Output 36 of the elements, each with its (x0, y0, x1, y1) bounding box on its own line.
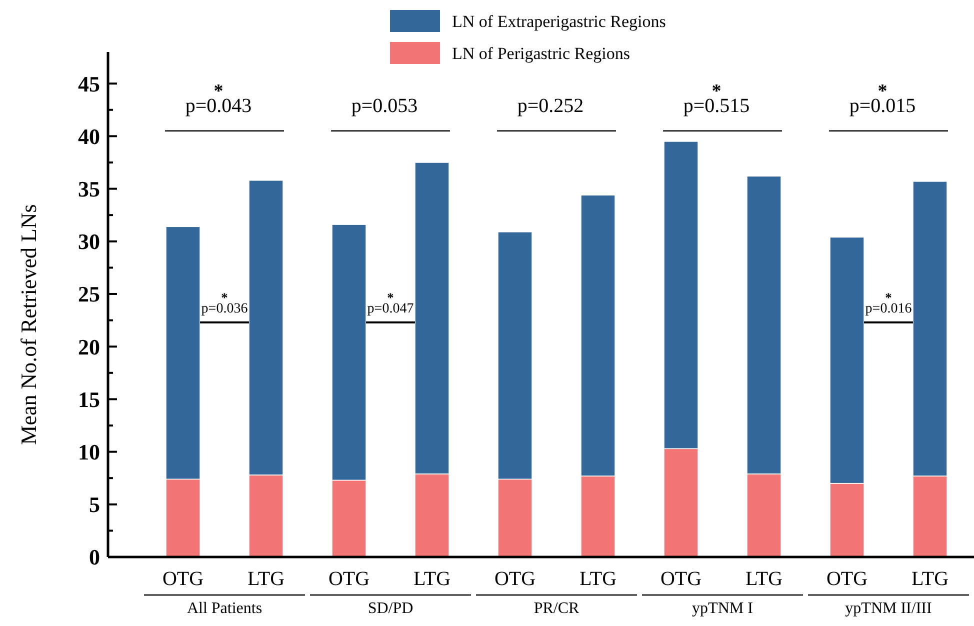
annotation: * p=0.047 (367, 290, 414, 316)
y-tick-label: 10 (78, 439, 100, 464)
text: ypTNM II/III (845, 600, 932, 617)
x-tick-label: LTG (413, 568, 451, 590)
y-tick-label: 40 (78, 124, 100, 149)
y-tick-label: 35 (78, 176, 100, 202)
y-tick-label: 20 (78, 334, 100, 360)
y-tick-label: 15 (78, 386, 100, 412)
annotation: * p=0.515 (683, 80, 750, 117)
x-tick-label: LTG (579, 568, 617, 590)
annotation: * p=0.043 (185, 80, 252, 117)
x-tick-label: OTG (162, 568, 204, 590)
annotation: * p=0.016 (865, 290, 912, 316)
text: ypTNM I (692, 600, 753, 617)
legend-label: LN of Perigastric Regions (452, 44, 630, 63)
y-tick-label: 0 (89, 544, 100, 570)
x-tick-label: LTG (745, 568, 783, 590)
x-tick-label: OTG (494, 568, 536, 590)
text: All Patients (186, 600, 262, 617)
y-axis-title: Mean No.of Retrieved LNs (16, 204, 41, 445)
annotation: p=0.053 (351, 94, 418, 117)
x-tick-label: OTG (660, 568, 702, 590)
y-tick-label: 30 (78, 229, 100, 254)
x-tick-label: OTG (328, 568, 370, 590)
y-tick-label: 5 (89, 492, 100, 518)
annotation: p=0.252 (517, 94, 584, 117)
y-tick-label: 25 (78, 282, 100, 307)
text: PR/CR (534, 600, 580, 617)
text: SD/PD (368, 600, 414, 617)
annotation: * p=0.015 (849, 80, 916, 117)
annotation: * p=0.036 (201, 290, 248, 316)
y-tick-label: 45 (78, 71, 100, 96)
x-tick-label: OTG (826, 568, 868, 590)
legend-label: LN of Extraperigastric Regions (452, 12, 666, 31)
x-tick-label: LTG (911, 568, 949, 590)
x-tick-label: LTG (247, 568, 285, 590)
